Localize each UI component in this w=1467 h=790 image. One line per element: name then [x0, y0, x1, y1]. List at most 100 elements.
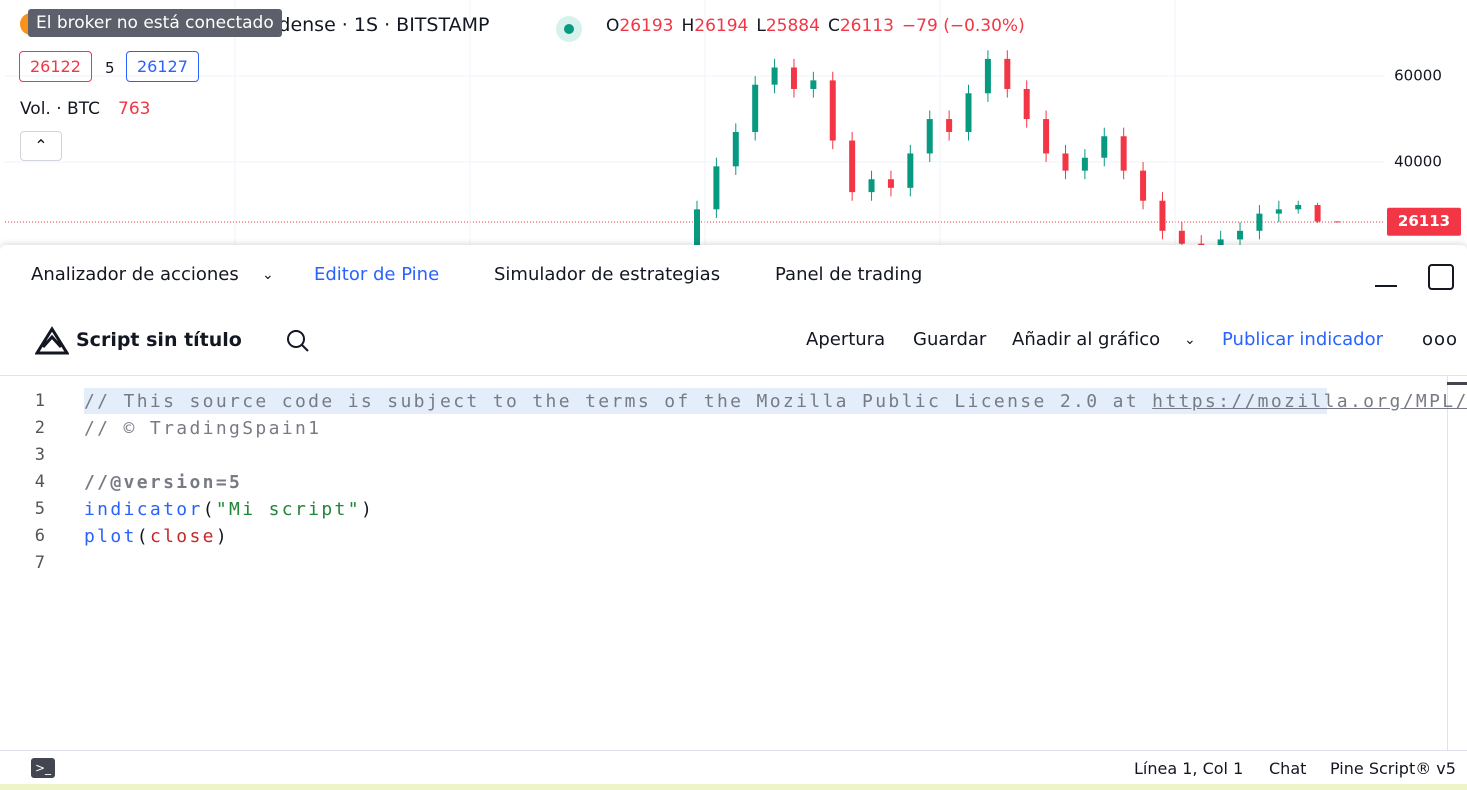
bottom-strip	[0, 784, 1467, 790]
tab-active[interactable]: Editor de Pine	[314, 264, 440, 285]
code-text: // © TradingSpain1	[84, 415, 321, 442]
candle-body	[984, 58, 991, 94]
code-token: indicator	[84, 499, 203, 520]
candle-body	[1256, 213, 1263, 231]
code-token: close	[149, 526, 216, 547]
code-token: "Mi script"	[215, 499, 361, 520]
candle-body	[752, 84, 759, 132]
code-token: // © TradingSpain1	[84, 418, 322, 439]
ask[interactable]: 26127	[126, 51, 199, 82]
candle-body	[1198, 243, 1205, 245]
action-dropdown[interactable]: ⌄	[1184, 332, 1196, 348]
code-text: plot(close)	[84, 523, 229, 550]
tab[interactable]: Panel de trading	[775, 264, 923, 285]
chat[interactable]: Chat	[1269, 759, 1307, 778]
action[interactable]: Guardar	[913, 329, 987, 350]
y-tick-label: 40000	[1394, 153, 1442, 171]
candle-body	[849, 140, 856, 193]
bid[interactable]: 26122	[19, 51, 92, 82]
pine-logo	[35, 326, 69, 355]
candle-body	[946, 119, 953, 132]
code-token: //@version=5	[84, 472, 243, 493]
spread: 5	[105, 59, 115, 77]
tab[interactable]: Simulador de estrategias	[494, 264, 721, 285]
candle-body	[810, 80, 817, 89]
minimize[interactable]	[1375, 285, 1397, 287]
candle-body	[829, 80, 836, 141]
candle-body	[1062, 153, 1069, 171]
publish[interactable]: Publicar indicador	[1222, 329, 1384, 350]
candle-body	[1159, 200, 1166, 231]
action[interactable]: Apertura	[806, 329, 886, 350]
candle-body	[1120, 136, 1127, 171]
code-token: (	[136, 526, 150, 547]
code-text: indicator("Mi script")	[84, 496, 374, 523]
line-number: 2	[34, 418, 45, 438]
candle-body	[732, 131, 739, 167]
candle-body	[1023, 88, 1030, 120]
code-token: )	[215, 526, 230, 547]
code-token: (	[202, 499, 216, 520]
y-tick-label: 60000	[1394, 67, 1442, 85]
maximize[interactable]	[1428, 264, 1454, 290]
code-text: //@version=5	[84, 469, 242, 496]
candle-body	[1140, 170, 1147, 201]
action[interactable]: Añadir al gráfico	[1012, 329, 1161, 350]
candle-body	[1314, 205, 1321, 222]
ohlc-value: 26193	[619, 16, 674, 36]
ohlc-value: 25884	[765, 16, 820, 36]
divider	[0, 375, 1467, 376]
tooltip: El broker no está conectado	[28, 9, 282, 37]
market-status[interactable]	[556, 16, 582, 42]
candle-body	[1334, 221, 1340, 223]
collapse-button[interactable]: ⌃	[20, 131, 62, 161]
pine-panel: Analizador de acciones ⌄ Editor de Pine …	[0, 245, 1467, 790]
candle-body	[887, 179, 894, 188]
price-chart: 40000 60000 26113	[5, 0, 1461, 245]
candle-body	[694, 209, 700, 245]
line-number: 1	[34, 391, 45, 411]
tab-dropdown[interactable]: ⌄	[262, 267, 274, 283]
candle-body	[868, 179, 875, 193]
version[interactable]: Pine Script® v5	[1330, 759, 1456, 778]
candle-body	[1101, 136, 1108, 158]
code-token: // This source code is subject to the te…	[84, 391, 1153, 412]
scrollbar	[1447, 376, 1448, 751]
ohlc-letter: L	[756, 16, 766, 36]
candle-body	[1043, 119, 1050, 154]
ohlc-value: 26194	[694, 16, 749, 36]
candle-body	[771, 67, 778, 85]
candle-body	[965, 93, 972, 132]
candle-body	[1081, 157, 1088, 171]
price-badge-label: 26113	[1398, 212, 1450, 230]
more[interactable]: ooo	[1422, 329, 1459, 350]
divider	[0, 750, 1467, 751]
candle-body	[1275, 209, 1282, 214]
volume-label: Vol. · BTC	[20, 99, 100, 119]
candle-body	[1004, 58, 1011, 89]
line-number: 4	[34, 472, 45, 492]
candle-body	[926, 119, 933, 154]
price-badge	[1387, 207, 1461, 236]
candle-body	[1237, 230, 1244, 240]
code-token: https://mozilla.org/MPL/2.0/	[1152, 391, 1467, 412]
line-number: 3	[34, 445, 45, 465]
candle-body	[713, 166, 720, 210]
change: −79 (−0.30%)	[901, 16, 1025, 36]
line-number: 6	[34, 526, 45, 546]
volume: 763	[118, 99, 151, 119]
candle-body	[790, 67, 797, 89]
cursor-position: Línea 1, Col 1	[1134, 759, 1244, 778]
code-token: )	[360, 499, 375, 520]
script-name[interactable]: Script sin título	[76, 329, 242, 351]
current-line	[84, 388, 1327, 414]
console[interactable]: >_	[31, 758, 55, 778]
line-number: 5	[34, 499, 45, 519]
line-number: 7	[34, 553, 45, 573]
ohlc-letter: C	[827, 16, 840, 36]
search[interactable]	[286, 329, 310, 353]
ohlc-value: 26113	[839, 16, 894, 36]
code-token: plot	[84, 526, 137, 547]
tab[interactable]: Analizador de acciones	[31, 264, 239, 285]
